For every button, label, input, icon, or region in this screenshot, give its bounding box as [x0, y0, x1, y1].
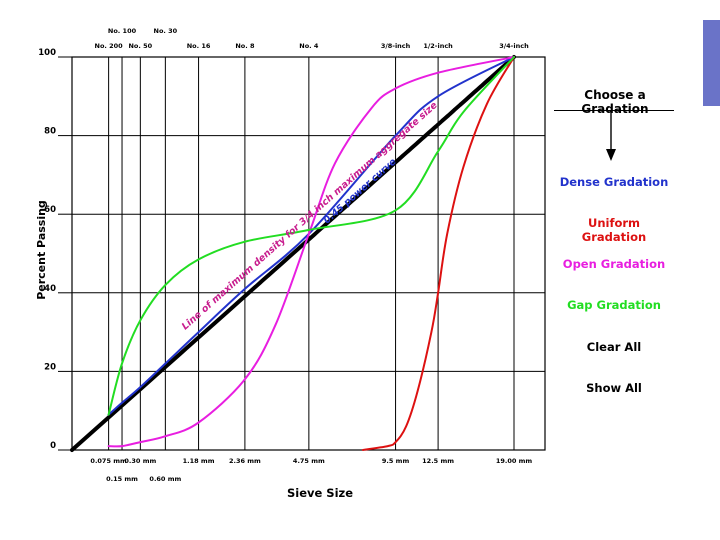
sieve-size-label: 0.15 mm: [106, 475, 138, 483]
sieve-size-label: 2.36 mm: [229, 457, 261, 465]
sieve-number-label: No. 200: [95, 42, 124, 50]
y-tick-label: 60: [44, 205, 56, 215]
uniform-gradation-button[interactable]: Uniform Gradation: [581, 216, 647, 244]
sieve-size-label: 1.18 mm: [183, 457, 215, 465]
gap-gradation-button[interactable]: Gap Gradation: [567, 298, 661, 312]
sieve-size-label: 9.5 mm: [382, 457, 410, 465]
max-density-annotation: Line of maximum density for 3/4 inch max…: [180, 100, 440, 333]
gradation-menu: Choose a Gradation Dense Gradation Unifo…: [548, 88, 678, 408]
menu-divider: [554, 110, 674, 111]
sieve-size-label: 0.075 mm: [90, 457, 127, 465]
sieve-number-label: No. 30: [154, 27, 178, 35]
sieve-number-label: No. 50: [128, 42, 152, 50]
open-gradation-button[interactable]: Open Gradation: [562, 257, 666, 271]
menu-title: Choose a Gradation: [581, 88, 649, 116]
x-axis-title: Sieve Size: [287, 486, 353, 500]
slide-accent-bar: [703, 20, 720, 106]
sieve-size-label: 12.5 mm: [422, 457, 454, 465]
y-axis-title: Percent Passing: [35, 200, 48, 300]
max-density-curve: [70, 55, 516, 452]
sieve-number-label: 3/4-inch: [499, 42, 529, 50]
sieve-number-label: 3/8-inch: [381, 42, 411, 50]
uniform-curve: [361, 56, 515, 451]
dense-gradation-button[interactable]: Dense Gradation: [559, 175, 669, 189]
arrow-down-icon: [606, 111, 616, 161]
sieve-size-label: 4.75 mm: [293, 457, 325, 465]
sieve-number-label: No. 16: [187, 42, 211, 50]
gap-curve: [107, 56, 515, 416]
y-tick-label: 0: [50, 441, 56, 451]
dense-curve: [107, 56, 515, 416]
sieve-number-label: 1/2-inch: [423, 42, 453, 50]
sieve-size-label: 0.60 mm: [149, 475, 181, 483]
sieve-number-label: No. 100: [108, 27, 137, 35]
y-tick-label: 20: [44, 362, 56, 372]
y-tick-label: 100: [38, 48, 56, 58]
open-curve: [107, 56, 515, 448]
clear-all-button[interactable]: Clear All: [586, 340, 642, 354]
show-all-button[interactable]: Show All: [586, 381, 642, 395]
y-tick-label: 40: [44, 284, 56, 294]
sieve-number-label: No. 8: [235, 42, 255, 50]
y-tick-label: 80: [44, 127, 56, 137]
gradation-chart: 0 20 40 60 80 100 No. 200 No. 50 No. 16 No. 8 No. …: [35, 27, 546, 500]
sieve-size-label: 19.00 mm: [496, 457, 533, 465]
sieve-size-label: 0.30 mm: [124, 457, 156, 465]
sieve-number-label: No. 4: [299, 42, 319, 50]
